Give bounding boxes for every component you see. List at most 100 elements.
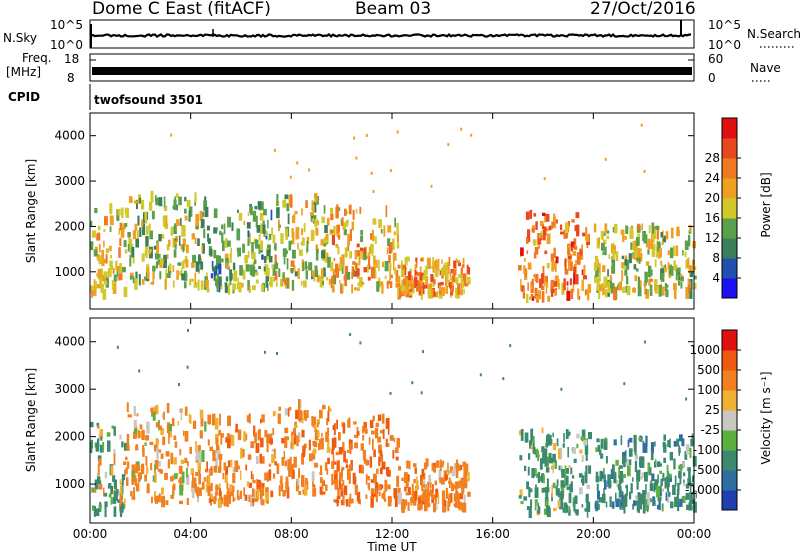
echo-cell (198, 451, 202, 464)
echo-cell (251, 242, 254, 254)
echo-cell (368, 437, 371, 445)
echo-cell (219, 230, 222, 236)
echo-cell (213, 266, 218, 277)
echo-cell (230, 435, 235, 446)
echo-cell (639, 252, 643, 262)
colorbar-segment (722, 138, 737, 159)
echo-cell (659, 463, 662, 467)
echo-cell (435, 488, 439, 498)
echo-cell (416, 476, 418, 485)
echo-cell (414, 264, 417, 271)
echo-cell (360, 465, 364, 474)
echo-cell (668, 491, 671, 497)
echo-cell (165, 223, 169, 230)
echo-cell (637, 223, 640, 231)
echo-cell (156, 253, 161, 259)
echo-cell (335, 244, 339, 248)
echo-cell (108, 483, 112, 488)
cpid-panel: CPID twofsound 3501 (8, 84, 203, 110)
echo-cell (112, 475, 116, 482)
echo-cell (355, 262, 358, 270)
echo-cell (215, 457, 218, 467)
echo-cell (595, 471, 599, 482)
echo-cell (629, 491, 632, 500)
echo-cell (201, 245, 203, 253)
echo-cell (251, 266, 256, 277)
echo-cell (673, 440, 677, 447)
echo-cell (596, 483, 599, 491)
echo-cell (460, 464, 463, 470)
echo-cell (587, 289, 590, 301)
echo-cell (569, 484, 573, 493)
echo-cell (290, 267, 294, 274)
echo-cell (263, 266, 266, 272)
echo-cell (345, 464, 348, 469)
echo-cell (98, 504, 102, 509)
echo-cell (650, 498, 652, 503)
echo-cell (404, 289, 409, 294)
echo-cell (633, 264, 637, 270)
echo-cell (682, 250, 684, 256)
echo-cell (258, 234, 261, 241)
echo-cell (330, 207, 334, 216)
echo-cell (99, 277, 103, 286)
echo-cell (558, 499, 561, 508)
echo-cell (181, 273, 186, 281)
echo-cell (275, 281, 278, 287)
echo-cell (170, 133, 173, 137)
echo-cell (447, 470, 450, 475)
echo-cell (462, 257, 465, 268)
echo-cell (568, 505, 571, 512)
echo-cell (568, 492, 572, 504)
echo-cell (141, 279, 145, 285)
echo-cell (291, 467, 293, 480)
echo-cell (284, 427, 289, 434)
echo-cell (681, 495, 686, 504)
echo-cell (126, 477, 129, 486)
echo-cell (435, 291, 439, 298)
echo-cell (449, 466, 454, 473)
echo-cell (319, 471, 323, 476)
echo-cell (273, 276, 275, 282)
echo-cell (119, 263, 122, 274)
echo-cell (332, 283, 334, 287)
echo-cell (227, 240, 231, 247)
echo-cell (628, 459, 632, 466)
echo-cell (457, 501, 462, 510)
echo-cell (232, 262, 236, 270)
echo-cell (602, 468, 605, 475)
echo-cell (403, 278, 406, 286)
echo-cell (301, 429, 305, 438)
y-tick-label: 2000 (54, 219, 85, 233)
echo-cell (337, 246, 340, 255)
echo-cell (378, 444, 382, 452)
echo-cell (420, 258, 424, 262)
echo-cell (372, 190, 375, 193)
echo-cell (104, 216, 108, 226)
echo-cell (639, 280, 642, 287)
echo-cell (455, 463, 459, 472)
echo-cell (694, 275, 697, 280)
echo-cell (562, 507, 565, 513)
echo-cell (372, 438, 374, 451)
echo-cell (109, 245, 112, 252)
echo-cell (175, 193, 179, 198)
echo-cell (323, 237, 327, 244)
echo-cell (333, 258, 336, 262)
echo-cell (657, 241, 660, 252)
echo-cell (626, 276, 629, 285)
echo-cell (367, 264, 371, 270)
echo-cell (356, 268, 360, 277)
echo-cell (363, 458, 367, 464)
echo-cell (341, 254, 345, 260)
echo-cell (227, 420, 231, 426)
echo-cell (691, 433, 694, 442)
echo-cell (230, 459, 233, 467)
echo-cell (104, 280, 108, 286)
echo-cell (320, 465, 323, 473)
echo-cell (462, 278, 465, 288)
echo-cell (341, 217, 344, 226)
echo-cell (409, 275, 413, 281)
echo-cell (97, 225, 101, 231)
echo-cell (502, 377, 505, 381)
